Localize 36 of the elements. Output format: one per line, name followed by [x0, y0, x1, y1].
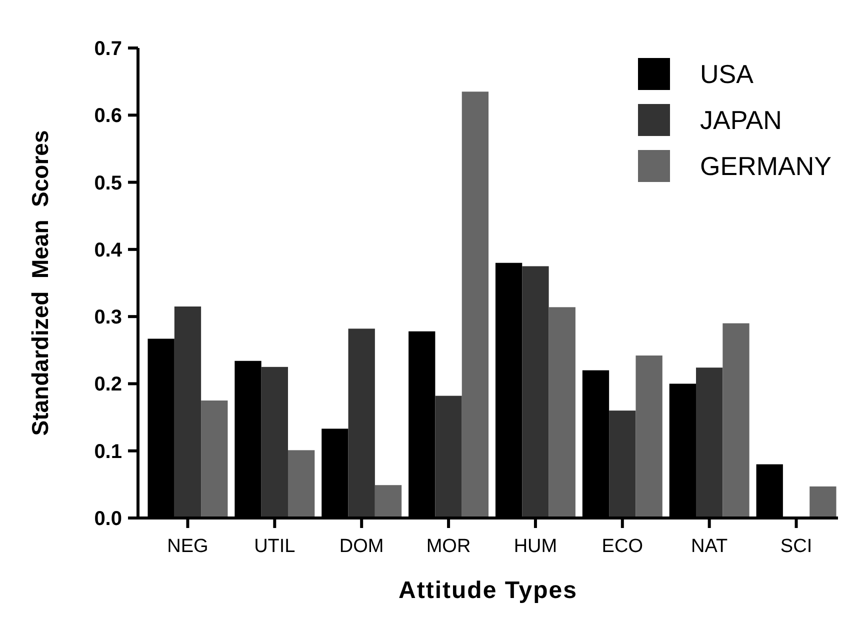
bar: [201, 400, 228, 518]
legend-label: GERMANY: [700, 151, 832, 182]
y-tick-label: 0.7: [94, 38, 122, 60]
x-tick-label: ECO: [602, 536, 643, 557]
bar: [174, 306, 202, 518]
x-tick-label: MOR: [426, 536, 471, 557]
bar: [462, 92, 489, 518]
bar: [374, 485, 402, 518]
y-tick-label: 0.0: [94, 508, 122, 530]
bar: [288, 450, 315, 518]
y-tick-label: 0.1: [94, 440, 122, 463]
legend-label: JAPAN: [700, 105, 782, 136]
bar: [722, 323, 750, 518]
bar: [522, 266, 549, 518]
x-tick-label: NEG: [167, 536, 208, 557]
y-tick-label: 0.4: [94, 239, 123, 262]
bar: [636, 356, 662, 518]
bar: [435, 396, 462, 518]
bar: [348, 328, 375, 518]
legend-label: USA: [700, 59, 754, 90]
x-tick-label: NAT: [691, 536, 728, 557]
y-tick-label: 0.3: [94, 306, 122, 329]
bar: [609, 410, 636, 518]
y-tick-label: 0.5: [94, 172, 122, 194]
x-tick-label: SCI: [780, 536, 812, 557]
y-axis-title: Standardized Mean Scores: [27, 130, 53, 436]
x-tick-label: HUM: [514, 536, 558, 557]
bar: [261, 366, 288, 518]
bar: [810, 486, 836, 518]
y-tick-label: 0.6: [94, 105, 122, 128]
x-tick-label: DOM: [339, 536, 384, 557]
bar: [548, 307, 576, 518]
x-axis-title: Attitude Types: [398, 577, 578, 604]
bar: [696, 368, 723, 518]
x-tick-label: UTIL: [254, 536, 296, 557]
y-tick-label: 0.2: [94, 374, 122, 396]
